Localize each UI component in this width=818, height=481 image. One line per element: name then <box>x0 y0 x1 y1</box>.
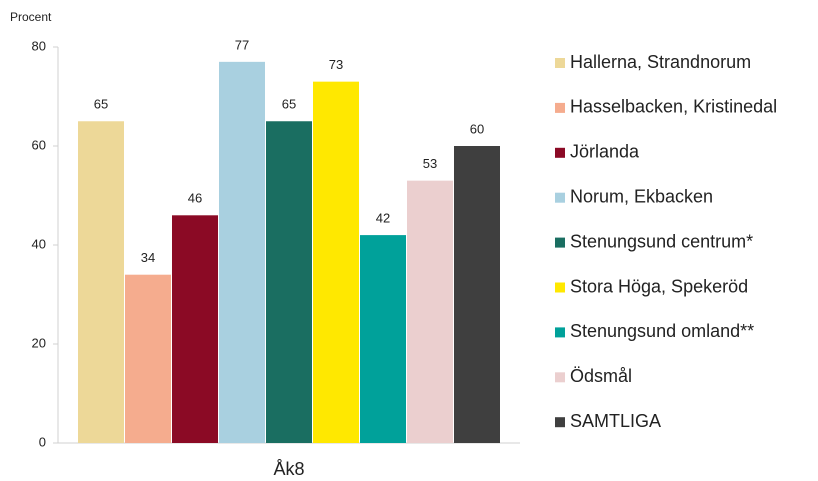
legend-swatch <box>555 237 565 248</box>
legend-swatch <box>555 372 565 383</box>
legend-swatch <box>555 192 565 203</box>
y-tick-label: 40 <box>32 236 46 251</box>
data-label: 46 <box>188 191 202 206</box>
data-label: 65 <box>94 97 108 112</box>
bar <box>360 235 406 443</box>
legend-label: Hasselbacken, Kristinedal <box>570 97 777 117</box>
bar <box>454 146 500 443</box>
legend-label: Ödsmål <box>570 366 632 386</box>
legend-label: Jörlanda <box>570 142 640 162</box>
y-tick-label: 80 <box>32 38 46 53</box>
data-label: 65 <box>282 97 296 112</box>
bar <box>219 61 265 443</box>
legend-swatch <box>555 417 565 428</box>
bar <box>172 215 218 443</box>
legend-swatch <box>555 147 565 158</box>
data-label: 60 <box>470 121 484 136</box>
bar <box>266 121 312 443</box>
y-tick-label: 20 <box>32 335 46 350</box>
legend-swatch <box>555 102 565 113</box>
data-label: 73 <box>329 57 343 72</box>
data-label: 77 <box>235 37 249 52</box>
bar <box>313 81 359 444</box>
legend-swatch <box>555 58 565 68</box>
data-label: 34 <box>141 250 155 265</box>
bar <box>78 121 124 443</box>
y-axis-label: Procent <box>10 10 52 24</box>
legend-label: Norum, Ekbacken <box>570 186 713 206</box>
bar <box>125 274 171 443</box>
y-tick-label: 60 <box>32 137 46 152</box>
y-tick-label: 0 <box>39 434 46 449</box>
data-label: 53 <box>423 156 437 171</box>
legend-label: Stora Höga, Spekeröd <box>570 276 748 296</box>
x-tick-label: Åk8 <box>273 459 304 479</box>
legend-label: Hallerna, Strandnorum <box>570 52 751 72</box>
legend-label: Stenungsund centrum* <box>570 231 753 251</box>
legend-swatch <box>555 282 565 293</box>
data-label: 42 <box>376 211 390 226</box>
legend-label: Stenungsund omland** <box>570 321 754 341</box>
bar <box>407 180 453 443</box>
legend-swatch <box>555 327 565 338</box>
legend-label: SAMTLIGA <box>570 411 661 431</box>
